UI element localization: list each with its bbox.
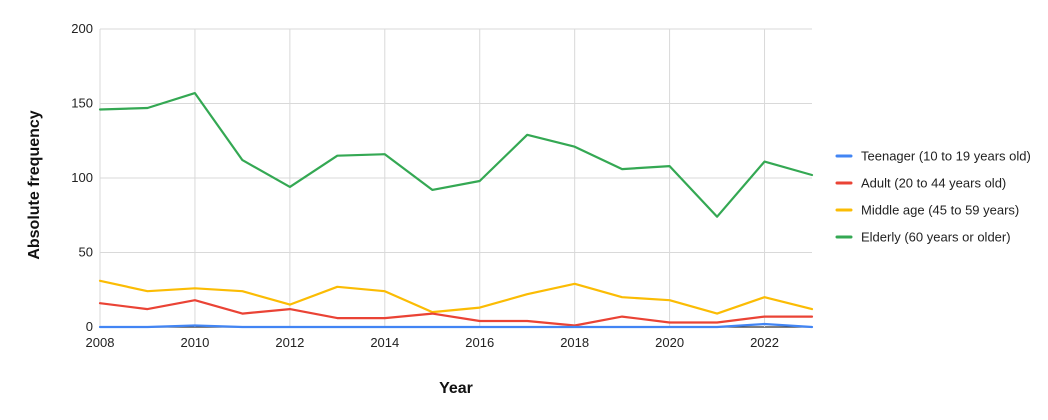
x-tick-label: 2020 [655, 335, 684, 350]
x-axis-ticks: 2008 2010 2012 2014 2016 2018 2020 2022 [86, 335, 779, 350]
y-axis-ticks: 0 50 100 150 200 [71, 21, 93, 334]
x-axis-title: Year [439, 380, 473, 397]
x-tick-label: 2012 [275, 335, 304, 350]
y-tick-label: 100 [71, 170, 93, 185]
x-tick-label: 2018 [560, 335, 589, 350]
x-tick-label: 2014 [370, 335, 399, 350]
legend-label: Adult (20 to 44 years old) [861, 176, 1006, 191]
y-tick-label: 50 [79, 245, 93, 260]
series-line-2 [98, 279, 814, 315]
y-tick-label: 0 [86, 319, 93, 334]
legend-label: Middle age (45 to 59 years) [861, 203, 1019, 218]
legend-label: Teenager (10 to 19 years old) [861, 149, 1031, 164]
series-lines [98, 91, 814, 329]
series-line-0 [98, 322, 814, 329]
x-tick-label: 2016 [465, 335, 494, 350]
legend: Teenager (10 to 19 years old) Adult (20 t… [835, 149, 1031, 245]
y-axis-title: Absolute frequency [26, 110, 43, 259]
x-tick-label: 2022 [750, 335, 779, 350]
y-tick-label: 200 [71, 21, 93, 36]
grid [99, 28, 812, 328]
x-tick-label: 2008 [86, 335, 115, 350]
x-tick-label: 2010 [180, 335, 209, 350]
series-line-3 [98, 91, 814, 218]
y-tick-label: 150 [71, 96, 93, 111]
legend-label: Elderly (60 years or older) [861, 230, 1011, 245]
series-line-1 [98, 299, 814, 327]
